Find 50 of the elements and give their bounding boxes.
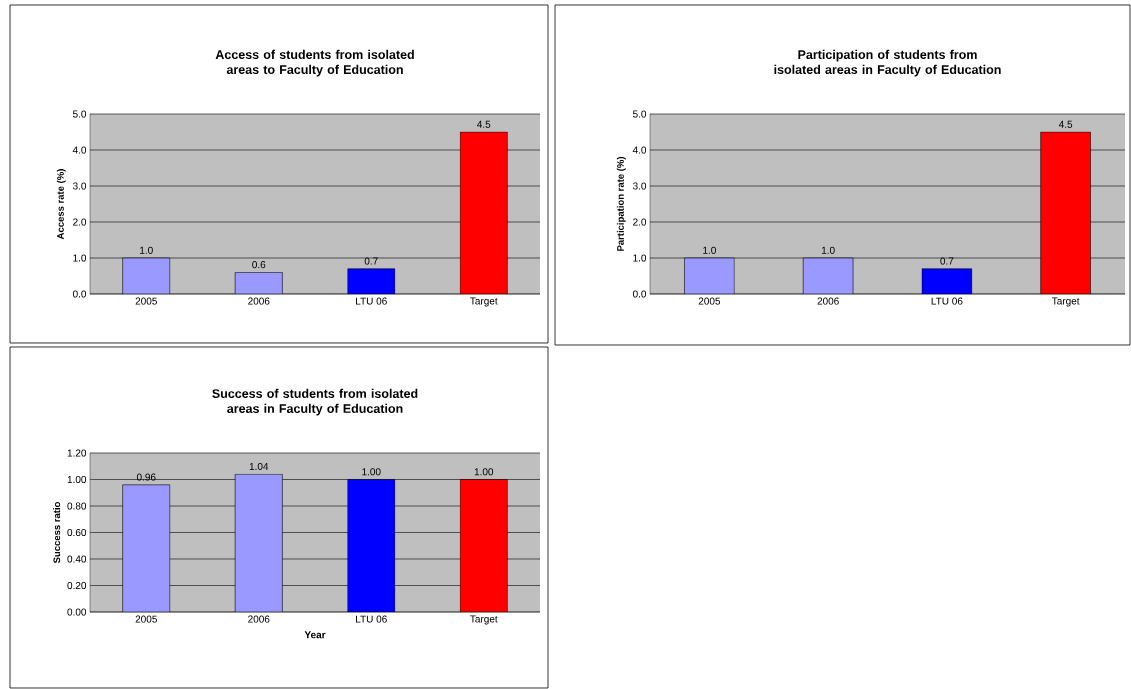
x-tick-label: Target <box>470 615 498 625</box>
data-label: 1.00 <box>362 468 381 476</box>
y-tick-label: 0.60 <box>67 528 87 537</box>
y-tick-label: 0.0 <box>632 290 647 298</box>
y-tick-label: 5.0 <box>72 110 87 118</box>
x-tick-label: Target <box>1051 297 1080 307</box>
data-label: 0.6 <box>252 261 266 269</box>
data-label: 4.5 <box>477 120 491 128</box>
y-tick-label: 2.0 <box>73 218 87 226</box>
y-tick-label: 0.20 <box>67 581 87 590</box>
x-tick-label: LTU 06 <box>931 297 963 305</box>
y-tick-label: 1.20 <box>67 449 87 457</box>
chart-title: Access of students from isolated areas to Faculty of Education <box>215 49 414 77</box>
y-tick-label: 2.0 <box>633 218 647 226</box>
x-tick-label: 2006 <box>248 297 270 305</box>
chart-title: Participation of students from isolated areas in Faculty of Education <box>774 49 1001 77</box>
y-tick-label: 0.40 <box>67 555 87 563</box>
y-tick-label: 1.00 <box>67 475 87 484</box>
y-axis-title: Access rate (%) <box>56 169 66 240</box>
y-tick-label: 0.80 <box>67 502 87 510</box>
y-tick-label: 3.0 <box>632 182 647 190</box>
data-label: 1.0 <box>140 246 153 254</box>
y-tick-label: 0.00 <box>67 608 87 616</box>
data-label: 0.96 <box>136 473 156 481</box>
y-tick-label: 4.0 <box>632 146 647 154</box>
y-tick-label: 5.0 <box>632 110 647 118</box>
y-tick-label: 4.0 <box>72 146 87 154</box>
x-axis-title: Year <box>304 631 326 639</box>
data-label: 0.7 <box>940 257 954 265</box>
x-tick-label: 2006 <box>817 297 839 305</box>
y-axis-title: Success ratio <box>53 502 61 564</box>
x-tick-label: 2006 <box>248 615 270 623</box>
y-axis-title: Participation rate (%) <box>616 156 626 251</box>
data-label: 0.7 <box>364 257 378 265</box>
y-tick-label: 1.0 <box>73 254 87 262</box>
x-tick-label: LTU 06 <box>356 615 387 623</box>
y-tick-label: 0.0 <box>72 290 87 298</box>
data-label: 4.5 <box>1058 120 1073 128</box>
chart-title: Success of students from isolated areas in Faculty of Education <box>212 388 418 416</box>
x-tick-label: LTU 06 <box>356 297 387 305</box>
y-tick-label: 3.0 <box>72 182 87 190</box>
x-tick-label: Target <box>470 297 498 307</box>
data-label: 1.00 <box>474 468 494 476</box>
data-label: 1.04 <box>249 462 269 470</box>
x-tick-label: 2005 <box>698 297 721 305</box>
x-tick-label: 2005 <box>135 615 157 623</box>
x-tick-label: 2005 <box>135 297 157 305</box>
y-tick-label: 1.0 <box>633 254 647 262</box>
data-label: 1.0 <box>703 246 716 254</box>
data-label: 1.0 <box>821 246 835 254</box>
